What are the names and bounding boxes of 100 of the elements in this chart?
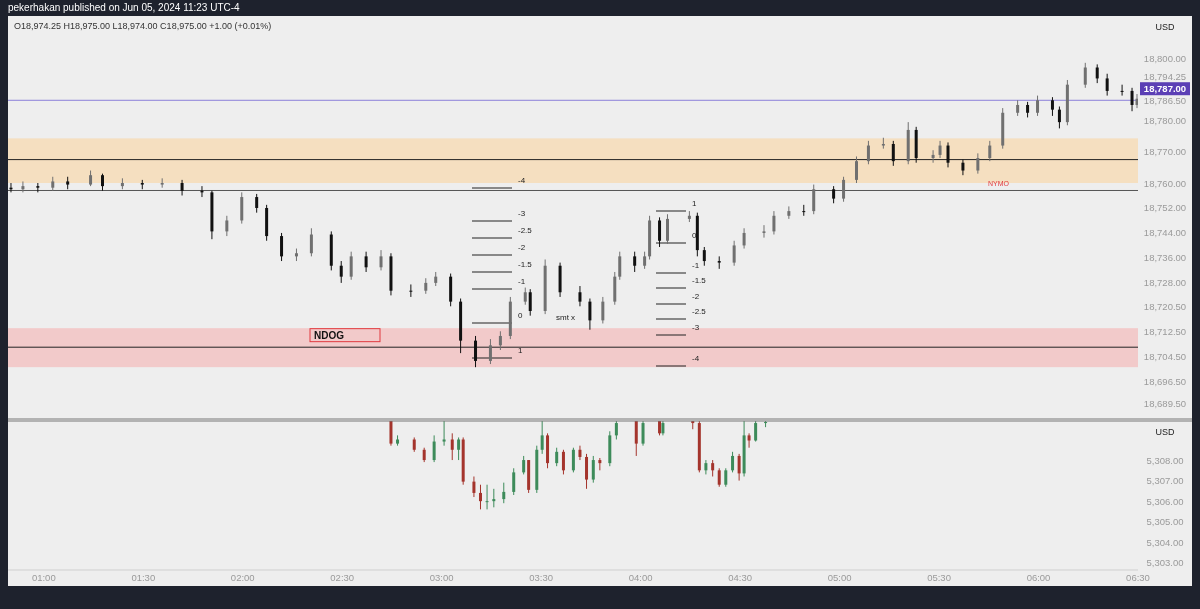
candlestick — [409, 283, 413, 298]
candlestick — [255, 193, 259, 214]
y-tick-label: 18,696.50 — [1143, 375, 1187, 387]
candlestick — [555, 447, 559, 467]
annotation: -2 — [692, 292, 700, 301]
price-tag: 18,787.00 — [1140, 82, 1190, 96]
candlestick — [488, 338, 492, 365]
candlestick — [364, 251, 368, 273]
text: O18,974.25 H18,975.00 L18,974.00 C18,975.00 +1.00 (+0.01%) — [14, 21, 272, 31]
candlestick — [561, 449, 565, 475]
x-tick-label: 03:00 — [429, 571, 454, 583]
annotation: smt x — [556, 313, 576, 322]
y-tick-label: 5,303.00 — [1146, 557, 1184, 569]
candlestick — [601, 296, 605, 324]
x-tick-label: 06:30 — [1126, 571, 1150, 583]
candlestick — [588, 298, 592, 331]
candlestick — [614, 421, 618, 440]
x-tick-label: 05:30 — [927, 571, 951, 583]
y-tick-label: 18,770.00 — [1143, 146, 1187, 158]
candlestick — [866, 140, 870, 165]
candlestick — [1130, 87, 1134, 112]
chart-title: pekerhakan published on Jun 05, 2024 11:23 UTC-4 — [8, 2, 241, 13]
y-tick-label: 5,306.00 — [1146, 495, 1184, 507]
y-tick-label: 18,712.50 — [1143, 325, 1187, 337]
candlestick — [442, 421, 446, 447]
x-tick-label: 03:30 — [529, 571, 554, 583]
candlestick — [1095, 63, 1099, 84]
y-tick-label: 18,760.00 — [1143, 177, 1187, 189]
candlestick — [1105, 73, 1109, 97]
candlestick — [732, 240, 736, 267]
x-tick-label: 04:00 — [628, 571, 653, 583]
candlestick — [571, 447, 575, 473]
candlestick — [432, 434, 436, 463]
y-tick-label: 18,800.00 — [1143, 52, 1187, 64]
annotation: -3 — [518, 209, 526, 218]
candlestick — [988, 140, 992, 162]
annotation: 0 — [518, 311, 523, 320]
annotation: 1 — [518, 346, 523, 355]
candlestick — [702, 246, 706, 267]
candlestick — [1057, 106, 1061, 129]
candlestick — [724, 467, 728, 488]
candlestick — [787, 205, 791, 220]
candlestick — [522, 455, 526, 475]
y-tick-label: 18,794.25 — [1143, 70, 1187, 82]
candlestick — [658, 216, 662, 248]
candlestick — [855, 155, 858, 184]
candlestick — [946, 141, 950, 168]
candlestick — [891, 140, 895, 167]
annotation: -2.5 — [692, 307, 707, 316]
x-tick-label: 02:30 — [330, 571, 355, 583]
candlestick — [389, 421, 393, 447]
candlestick — [379, 249, 383, 271]
candlestick — [349, 251, 353, 281]
annotation: -3 — [692, 323, 700, 332]
candlestick — [502, 482, 506, 504]
y-tick-label: 18,786.50 — [1143, 94, 1187, 106]
annotation: -2.5 — [518, 226, 533, 235]
y-tick-label: 18,780.00 — [1143, 115, 1187, 127]
candlestick — [485, 484, 489, 510]
candlestick — [512, 467, 516, 496]
annotation: -1.5 — [692, 276, 707, 285]
x-tick-label: 01:00 — [31, 571, 56, 583]
candlestick — [450, 432, 454, 461]
candlestick — [717, 255, 721, 270]
candlestick — [591, 455, 595, 484]
candlestick — [1083, 62, 1087, 89]
y-tick-label: 18,736.00 — [1143, 252, 1187, 264]
candlestick — [578, 285, 582, 307]
candlestick — [976, 152, 980, 175]
candlestick — [938, 140, 942, 159]
candlestick — [309, 227, 313, 257]
annotation: -4 — [518, 176, 526, 185]
candlestick — [578, 445, 582, 461]
y-axis-title: USD — [1155, 22, 1175, 32]
candlestick — [633, 251, 637, 273]
candlestick — [772, 210, 776, 236]
candlestick — [240, 191, 244, 225]
candlestick — [754, 421, 758, 443]
annotation: -1 — [692, 261, 700, 270]
candlestick — [641, 421, 645, 447]
annotation: -4 — [692, 354, 700, 363]
candlestick — [280, 232, 284, 262]
candlestick — [492, 488, 496, 508]
candlestick — [931, 149, 935, 164]
y-tick-label: 18,720.50 — [1143, 300, 1187, 312]
y-tick-label: 18,728.00 — [1143, 277, 1187, 289]
x-tick-label: 05:00 — [827, 571, 852, 583]
candlestick — [585, 453, 589, 490]
candlestick — [717, 467, 721, 488]
candlestick — [737, 453, 741, 482]
annotation: -1.5 — [518, 260, 533, 269]
y-axis-title: USD — [1155, 427, 1175, 437]
x-tick-label: 04:30 — [728, 571, 752, 583]
candlestick — [1036, 95, 1040, 117]
annotation: -1 — [518, 277, 526, 286]
candlestick — [457, 436, 461, 461]
y-tick-label: 5,304.00 — [1146, 536, 1184, 548]
annotation: 1 — [692, 199, 697, 208]
candlestick — [528, 288, 532, 317]
x-tick-label: 02:00 — [230, 571, 255, 583]
